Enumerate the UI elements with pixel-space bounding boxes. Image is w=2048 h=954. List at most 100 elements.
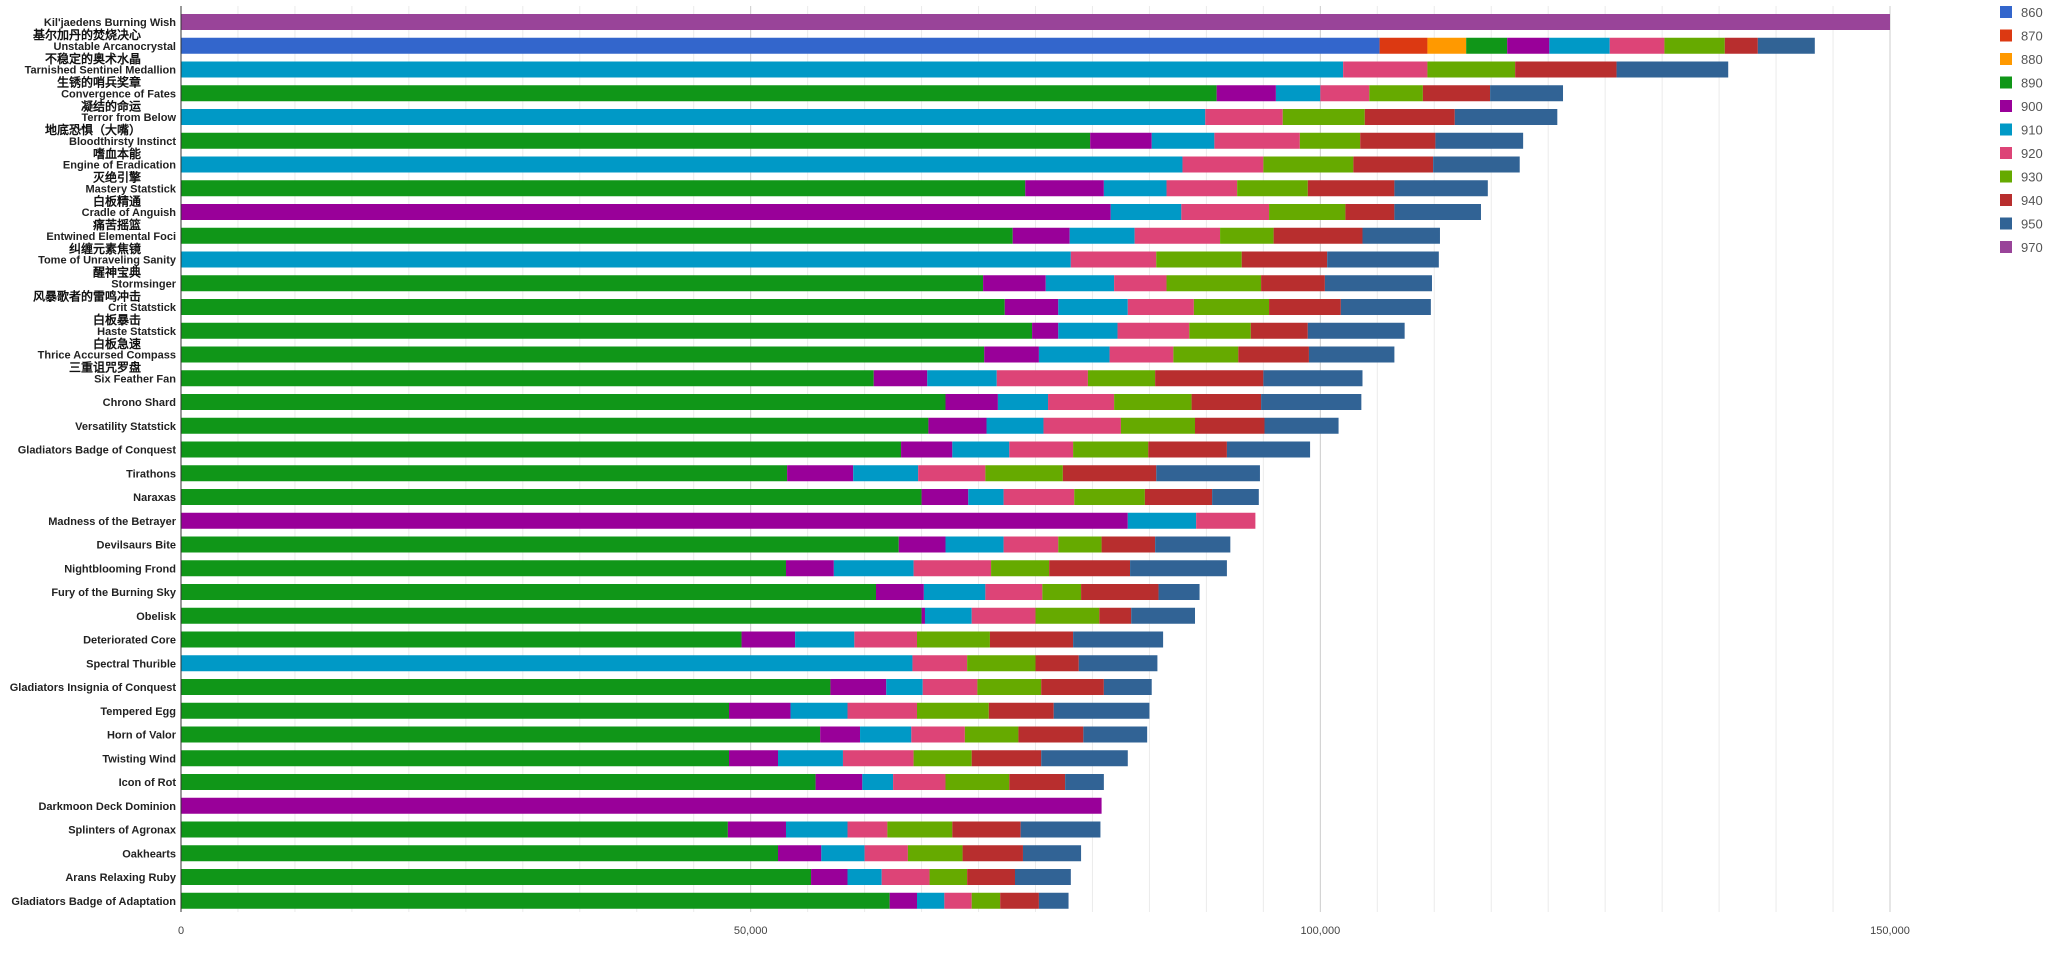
bar-segment-910 bbox=[1549, 37, 1610, 54]
bar-segment-950 bbox=[1158, 584, 1200, 600]
bar-segment-920 bbox=[1134, 227, 1221, 244]
bar-segment-930 bbox=[1166, 275, 1262, 292]
legend-label: 940 bbox=[2021, 193, 2043, 208]
bar-segment-950 bbox=[1394, 180, 1488, 197]
bar-segment-890 bbox=[181, 370, 874, 387]
bar-segment-930 bbox=[1220, 227, 1274, 244]
category-label-cn: 白板急速 bbox=[93, 336, 141, 351]
bar-segment-900 bbox=[1025, 180, 1104, 197]
category-label: Tarnished Sentinel Medallion bbox=[25, 65, 177, 77]
category-label-cn: 基尔加丹的焚烧决心 bbox=[32, 27, 141, 42]
bar-segment-890 bbox=[181, 275, 984, 292]
bar-segment-900 bbox=[1216, 85, 1276, 102]
x-tick-label: 150,000 bbox=[1870, 925, 1910, 937]
bar-segment-890 bbox=[181, 869, 812, 885]
bar-segment-940 bbox=[967, 869, 1015, 885]
bar-segment-940 bbox=[1191, 394, 1262, 410]
bar-segment-920 bbox=[1003, 536, 1059, 553]
bar-segment-900 bbox=[921, 489, 969, 505]
category-label: Six Feather Fan bbox=[94, 373, 176, 385]
bar-segment-920 bbox=[913, 560, 992, 577]
category-label: Mastery Statstick bbox=[86, 183, 177, 195]
bar-segment-950 bbox=[1226, 441, 1311, 458]
bar-segment-950 bbox=[1014, 869, 1071, 885]
bar-segment-930 bbox=[1120, 417, 1196, 434]
bar-segment-950 bbox=[1490, 85, 1564, 102]
bar-segment-910 bbox=[886, 679, 923, 695]
bar-segment-930 bbox=[917, 631, 990, 648]
bar-segment-930 bbox=[945, 774, 1010, 790]
bar-segment-970 bbox=[181, 14, 1890, 30]
legend-label: 860 bbox=[2021, 5, 2043, 20]
bar-segment-910 bbox=[927, 370, 997, 387]
bar-segment-930 bbox=[1087, 370, 1156, 387]
bar-segment-940 bbox=[1269, 299, 1341, 315]
bar-segment-910 bbox=[1127, 512, 1197, 529]
bar-segment-900 bbox=[729, 750, 779, 767]
legend-label: 880 bbox=[2021, 52, 2043, 67]
bar-segment-920 bbox=[1181, 204, 1270, 220]
category-label-cn: 风暴歌者的雷鸣冲击 bbox=[33, 288, 141, 303]
bar-segment-900 bbox=[898, 536, 946, 553]
bar-segment-910 bbox=[860, 726, 912, 743]
bar-segment-910 bbox=[181, 655, 913, 672]
bar-segment-920 bbox=[1043, 417, 1121, 434]
bar-segment-900 bbox=[811, 869, 848, 885]
legend-swatch-860 bbox=[2000, 6, 2012, 18]
category-label: Crit Statstick bbox=[108, 302, 177, 314]
bar-segment-910 bbox=[1275, 85, 1321, 102]
bar-segment-950 bbox=[1073, 631, 1164, 648]
bar-segment-920 bbox=[1009, 441, 1074, 458]
bar-segment-950 bbox=[1264, 417, 1339, 434]
bar-segment-940 bbox=[1148, 441, 1227, 458]
bar-segment-900 bbox=[1507, 37, 1550, 54]
bar-segment-930 bbox=[971, 892, 1001, 909]
bar-segment-930 bbox=[1074, 489, 1145, 505]
bar-segment-910 bbox=[862, 774, 894, 790]
bar-segment-900 bbox=[984, 346, 1039, 363]
x-tick-label: 0 bbox=[178, 925, 184, 937]
bar-segment-920 bbox=[911, 726, 965, 743]
legend-swatch-950 bbox=[2000, 217, 2012, 230]
bar-segment-920 bbox=[893, 774, 946, 790]
category-label: Nightblooming Frond bbox=[64, 563, 176, 575]
bar-segment-890 bbox=[1466, 37, 1508, 54]
category-label: Engine of Eradication bbox=[63, 160, 176, 172]
bar-segment-920 bbox=[847, 702, 918, 719]
bar-segment-920 bbox=[1343, 61, 1428, 78]
category-label-cn: 嗜血本能 bbox=[93, 146, 141, 161]
category-label-cn: 凝结的命运 bbox=[81, 98, 141, 113]
bar-segment-910 bbox=[181, 156, 1183, 173]
bar-segment-940 bbox=[1515, 61, 1617, 78]
category-label: Cradle of Anguish bbox=[82, 207, 177, 219]
bar-segment-950 bbox=[1308, 346, 1395, 363]
category-label-cn: 地底恐惧（大嘴） bbox=[45, 122, 141, 137]
category-label: Horn of Valor bbox=[107, 730, 177, 742]
bar-segment-950 bbox=[1324, 275, 1432, 292]
bar-segment-900 bbox=[921, 607, 925, 624]
bar-segment-890 bbox=[181, 132, 1091, 149]
bar-segment-890 bbox=[181, 441, 902, 458]
bar-segment-890 bbox=[181, 607, 922, 624]
bar-segment-920 bbox=[985, 584, 1043, 600]
bar-segment-950 bbox=[1307, 322, 1405, 339]
bar-segment-900 bbox=[983, 275, 1046, 292]
bar-segment-920 bbox=[1070, 251, 1157, 268]
bar-segment-890 bbox=[181, 679, 831, 695]
bar-segment-940 bbox=[1000, 892, 1039, 909]
bar-segment-890 bbox=[181, 394, 946, 410]
category-label: Thrice Accursed Compass bbox=[38, 350, 176, 362]
bar-segment-890 bbox=[181, 299, 1005, 315]
bar-segment-930 bbox=[1263, 156, 1354, 173]
bar-segment-900 bbox=[889, 892, 918, 909]
category-label: Terror from Below bbox=[81, 112, 176, 124]
bar-segment-910 bbox=[923, 584, 986, 600]
bar-segment-930 bbox=[1156, 251, 1242, 268]
bar-segment-900 bbox=[830, 679, 887, 695]
legend-swatch-870 bbox=[2000, 29, 2012, 42]
bar-segment-930 bbox=[917, 702, 989, 719]
bar-segment-880 bbox=[1427, 37, 1467, 54]
category-label-cn: 灭绝引擎 bbox=[92, 170, 141, 185]
bar-segment-920 bbox=[912, 655, 968, 672]
